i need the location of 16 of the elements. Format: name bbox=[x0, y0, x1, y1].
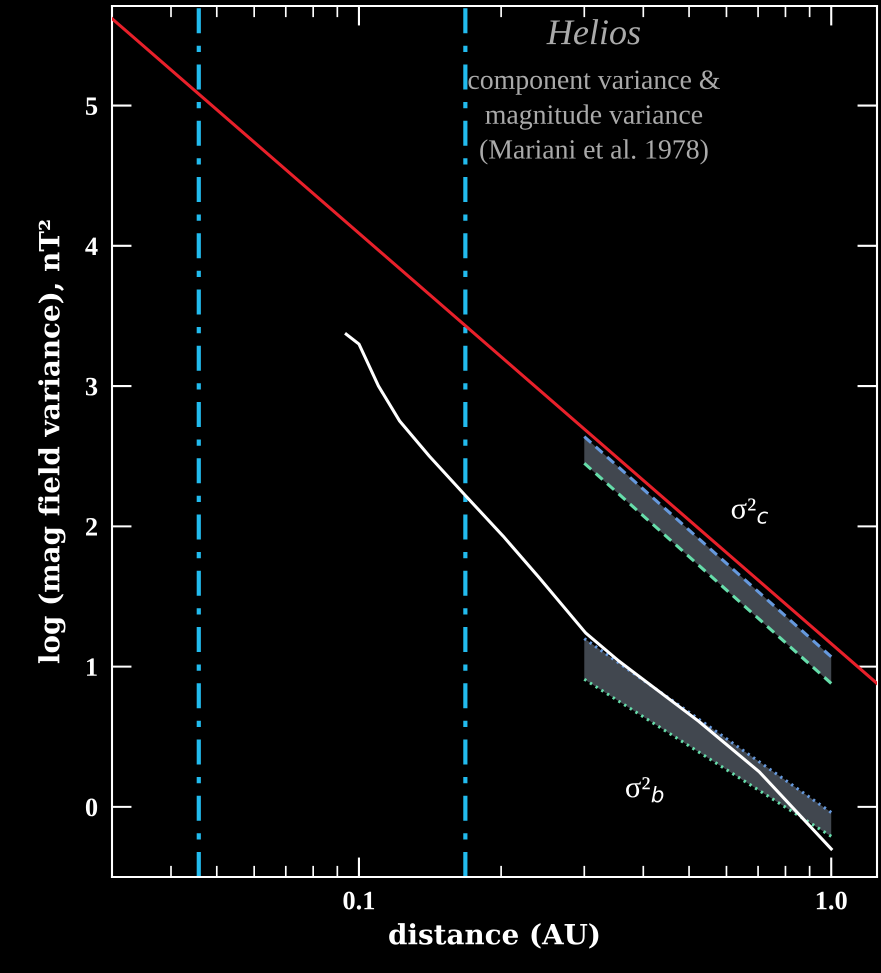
y-tick-label: 0 bbox=[86, 798, 98, 816]
x-tick-label: 0.1 bbox=[343, 892, 374, 910]
y-tick-label: 3 bbox=[86, 378, 98, 396]
annotation: σ²$_{c}$ bbox=[732, 498, 768, 524]
y-axis-title: log (mag field variance), nT² bbox=[38, 220, 66, 664]
annotation: Helios bbox=[546, 19, 640, 44]
annotation: σ²$_{b}$ bbox=[626, 777, 664, 803]
y-tick-label: 4 bbox=[85, 238, 98, 255]
y-tick-label: 2 bbox=[86, 518, 97, 536]
annotation: (Mariani et al. 1978) bbox=[480, 139, 708, 164]
y-tick-label: 1 bbox=[87, 658, 97, 676]
annotation: component variance & bbox=[468, 70, 720, 95]
x-axis-title: distance (AU) bbox=[389, 923, 598, 949]
annotation: magnitude variance bbox=[485, 104, 702, 130]
y-tick-label: 5 bbox=[86, 97, 98, 115]
x-tick-label: 1.0 bbox=[816, 892, 847, 910]
